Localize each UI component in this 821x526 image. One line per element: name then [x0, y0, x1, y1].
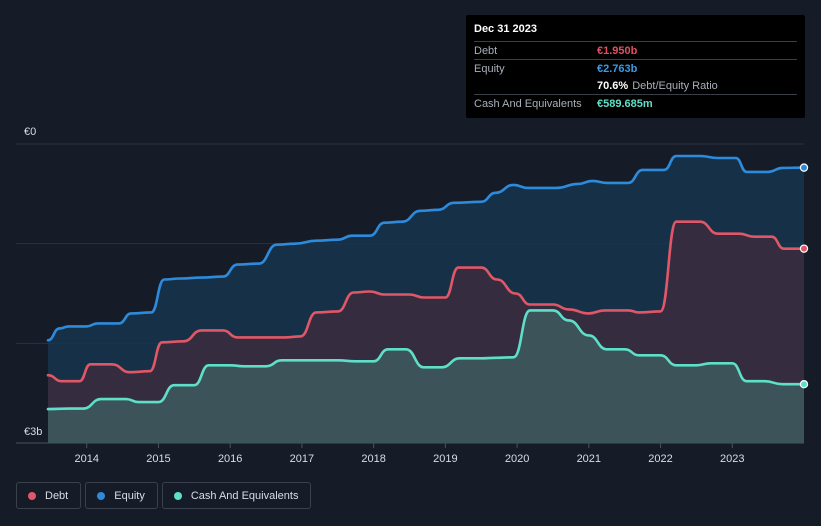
tooltip-cash-value: €589.685m: [597, 97, 653, 110]
tooltip-debt-value: €1.950b: [597, 44, 638, 57]
x-tick-label-2019: 2019: [433, 453, 457, 465]
end-marker-debt: [799, 244, 809, 253]
line-cash-and-equivalents: [46, 309, 806, 411]
x-tick-label-2016: 2016: [218, 453, 242, 465]
legend-dot-equity: [97, 491, 106, 500]
tooltip-cash-label: Cash And Equivalents: [474, 97, 582, 110]
x-tick-label-2020: 2020: [505, 453, 529, 465]
x-tick-label-2014: 2014: [74, 453, 98, 465]
tooltip-debt-row: Debt €1.950b: [474, 41, 797, 59]
tooltip-debt-label: Debt: [474, 44, 498, 57]
y-axis-ticks: €3b €0: [24, 126, 42, 438]
line-equity: [46, 154, 806, 342]
x-tick-label-2018: 2018: [361, 453, 385, 465]
legend-dot-debt: [28, 491, 36, 500]
x-tick-label-2023: 2023: [720, 453, 744, 465]
tooltip-ratio-row: 70.6% Debt/Equity Ratio: [474, 77, 797, 94]
x-axis-ticks: 2014 2015 2016 2017 2018 2019 2020 2021 2022 2023: [74, 443, 745, 465]
legend-label-cash: Cash And Equivalents: [190, 489, 299, 502]
x-tick-label-2022: 2022: [648, 453, 672, 465]
tooltip-cash-row: Cash And Equivalents €589.685m: [474, 94, 797, 112]
legend-dot-cash: [173, 491, 182, 500]
legend-label-equity: Equity: [114, 489, 145, 502]
tooltip-ratio-label: Debt/Equity Ratio: [632, 79, 718, 92]
y-tick-label-1: €0: [24, 126, 36, 138]
tooltip-equity-value: €2.763b: [597, 62, 638, 75]
line-debt: [46, 220, 806, 383]
legend-item-debt[interactable]: Debt: [16, 482, 82, 509]
area-cash-and-equivalents: [48, 310, 804, 443]
legend-label-debt: Debt: [45, 489, 69, 502]
chart-legend: Debt Equity Cash And Equivalents: [16, 482, 312, 509]
end-markers: [799, 163, 809, 389]
chart-lines: [46, 154, 806, 411]
tooltip-date: Dec 31 2023: [474, 23, 537, 35]
chart-tooltip: Dec 31 2023 Debt €1.950b Equity €2.763b …: [466, 15, 805, 118]
tooltip-equity-row: Equity €2.763b: [474, 59, 797, 77]
x-tick-label-2015: 2015: [146, 453, 170, 465]
x-tick-label-2021: 2021: [577, 453, 601, 465]
chart-areas: [48, 156, 804, 443]
end-marker-cash-and-equivalents: [799, 379, 809, 389]
x-tick-label-2017: 2017: [290, 453, 314, 465]
end-marker-equity: [799, 163, 809, 172]
legend-item-cash[interactable]: Cash And Equivalents: [161, 482, 312, 509]
y-tick-label-0: €3b: [24, 426, 42, 438]
tooltip-equity-label: Equity: [474, 62, 505, 75]
legend-item-equity[interactable]: Equity: [85, 482, 158, 509]
tooltip-ratio-value: 70.6%: [597, 79, 629, 92]
